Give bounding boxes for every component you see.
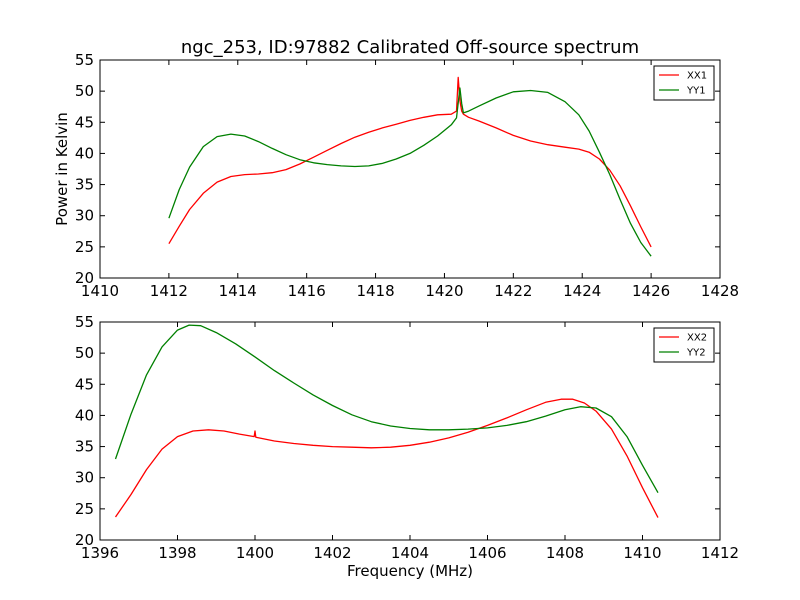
x-tick-label: 1418	[356, 282, 394, 300]
legend-label-yy1: YY1	[686, 86, 706, 97]
y-tick-label: 40	[75, 144, 94, 162]
y-tick-label: 20	[75, 531, 94, 549]
y-tick-label: 50	[75, 344, 94, 362]
y-tick-label: 45	[75, 113, 94, 131]
series-line-xx1	[168, 76, 652, 248]
y-tick-label: 25	[75, 500, 94, 518]
series-line-xx2	[114, 398, 659, 518]
legend-box	[653, 327, 715, 363]
x-axis-label: Frequency (MHz)	[347, 562, 473, 580]
bottom-panel: 1396 1398 1400 1402 1404 1406 1408 1410 1412 20 25…	[75, 313, 739, 580]
x-tick-label: 1396	[81, 544, 119, 562]
x-tick-label: 1402	[313, 544, 351, 562]
top-panel: 1410 1412 1414 1416 1418 1420 1422 1424 1426 1428…	[53, 51, 739, 300]
legend-box	[653, 65, 715, 101]
x-tick-label: 1412	[150, 282, 188, 300]
y-tick-label: 55	[75, 313, 94, 331]
figure-title: ngc_253, ID:97882 Calibrated Off-source …	[181, 37, 639, 58]
x-tick-label: 1424	[563, 282, 601, 300]
x-tick-label: 1410	[81, 282, 119, 300]
x-tick-label: 1398	[158, 544, 196, 562]
x-tick-label: 1422	[494, 282, 532, 300]
y-tick-label: 45	[75, 375, 94, 393]
y-tick-label: 25	[75, 238, 94, 256]
y-tick-label: 40	[75, 406, 94, 424]
legend-label-xx2: XX2	[687, 333, 707, 344]
y-tick-label: 55	[75, 51, 94, 69]
y-tick-label: 30	[75, 469, 94, 487]
x-tick-label: 1406	[468, 544, 506, 562]
x-tick-label: 1420	[425, 282, 463, 300]
series-lines	[114, 324, 659, 518]
x-tick-label: 1416	[288, 282, 326, 300]
series-line-yy1	[168, 87, 652, 257]
legend-label-xx1: XX1	[687, 71, 707, 82]
y-tick-label: 20	[75, 269, 94, 287]
y-tick-label: 30	[75, 207, 94, 225]
series-lines	[168, 76, 652, 257]
x-tick-label: 1426	[632, 282, 670, 300]
y-axis-label: Power in Kelvin	[53, 112, 71, 226]
x-tick-label: 1414	[219, 282, 257, 300]
x-tick-label: 1410	[623, 544, 661, 562]
legend-label-yy2: YY2	[686, 348, 706, 359]
y-tick-label: 35	[75, 438, 94, 456]
series-line-yy2	[114, 324, 659, 494]
x-tick-label: 1428	[701, 282, 739, 300]
plot-frame	[99, 59, 721, 279]
x-tick-label: 1400	[236, 544, 274, 562]
x-tick-label: 1408	[546, 544, 584, 562]
y-tick-label: 50	[75, 82, 94, 100]
x-tick-label: 1412	[701, 544, 739, 562]
x-tick-label: 1404	[391, 544, 429, 562]
y-tick-label: 35	[75, 176, 94, 194]
